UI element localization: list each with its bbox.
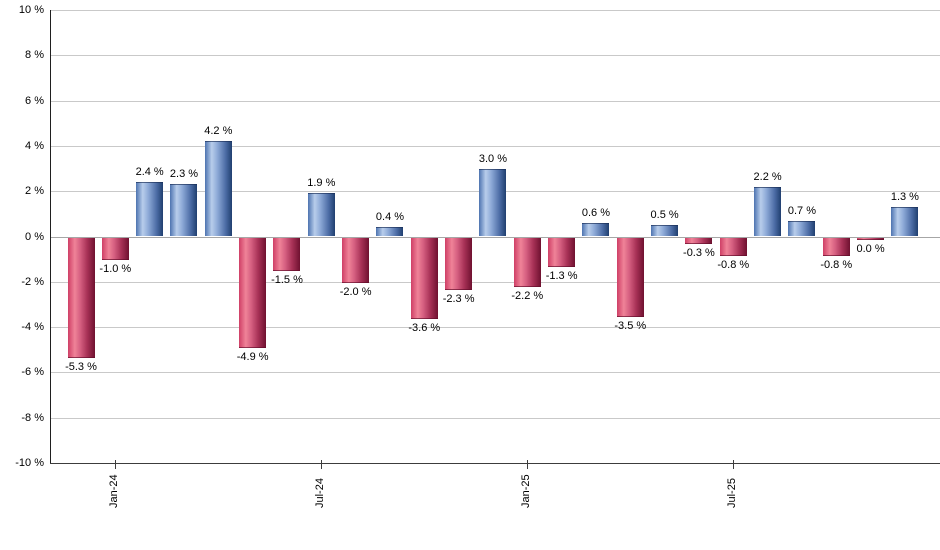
x-axis-tick (527, 460, 529, 469)
y-axis-tick-label: 0 % (25, 230, 44, 243)
bar-value-label: 1.3 % (890, 191, 919, 204)
bar-value-label: -0.8 % (820, 258, 853, 271)
x-axis-tick-label: Jan-25 (520, 474, 533, 508)
bar-6 (239, 237, 267, 349)
gridline (50, 372, 940, 374)
bar-value-label: -2.2 % (511, 290, 544, 303)
bar-value-label: -1.5 % (271, 274, 303, 287)
bar-value-label: -3.5 % (614, 319, 647, 332)
y-axis-tick-label: -4 % (21, 321, 44, 334)
gridline (50, 145, 940, 147)
bar-value-label: -2.3 % (442, 292, 475, 305)
y-axis-tick-label: 2 % (25, 185, 44, 198)
bar-value-label: 2.4 % (135, 166, 164, 179)
bar-7 (273, 237, 301, 272)
bar-value-label: 1.9 % (307, 177, 336, 190)
bar-value-label: 2.2 % (753, 170, 782, 183)
bar-value-label: 0.6 % (581, 206, 610, 219)
bar-18 (651, 225, 679, 237)
x-axis-tick (733, 460, 735, 469)
bar-value-label: 0.0 % (856, 242, 885, 255)
y-axis-tick-label: -2 % (21, 275, 44, 288)
bar-value-label: 2.3 % (169, 168, 199, 181)
y-axis-tick-label: -10 % (15, 457, 44, 469)
bar-value-label: -3.6 % (408, 322, 441, 335)
zero-gridline (50, 236, 940, 238)
x-axis-tick-label: Jul-25 (726, 478, 739, 508)
bar-value-label: -0.3 % (683, 247, 715, 260)
gridline (50, 417, 940, 419)
bar-19 (685, 237, 713, 245)
bar-value-label: -1.0 % (99, 263, 132, 276)
gridline (50, 10, 940, 11)
bar-value-label: -5.3 % (65, 360, 97, 373)
bar-10 (376, 227, 404, 237)
gridline (50, 100, 940, 102)
x-axis-tick-label: Jan-24 (108, 474, 121, 508)
bar-14 (513, 237, 541, 288)
bar-12 (445, 237, 473, 290)
bar-value-label: 3.0 % (478, 152, 508, 165)
bar-8 (307, 193, 335, 237)
y-axis-tick-label: 10 % (18, 4, 44, 16)
bar-23 (822, 237, 850, 256)
y-axis-tick-label: -8 % (21, 411, 44, 424)
bar-20 (719, 237, 747, 256)
x-axis-tick-label: Jul-24 (314, 478, 327, 508)
bar-24 (857, 237, 885, 240)
bar-25 (891, 207, 919, 237)
bar-11 (410, 237, 438, 320)
gridline (50, 281, 940, 283)
bar-value-label: -0.8 % (717, 258, 750, 271)
y-axis-line (50, 10, 51, 463)
bar-value-label: 0.7 % (787, 204, 816, 217)
bar-13 (479, 168, 507, 237)
bar-value-label: -1.3 % (545, 269, 578, 282)
bar-value-label: 0.4 % (375, 211, 405, 224)
bar-1 (67, 237, 95, 358)
x-axis-tick (321, 460, 323, 469)
bar-2 (101, 237, 129, 261)
bar-4 (170, 184, 198, 237)
bar-16 (582, 222, 610, 237)
bar-9 (342, 237, 370, 283)
bar-value-label: 0.5 % (650, 209, 679, 222)
bar-value-label: -2.0 % (339, 285, 372, 298)
bar-21 (754, 186, 782, 237)
bar-5 (204, 141, 232, 237)
gridline (50, 327, 940, 329)
bar-15 (548, 237, 576, 267)
gridline (50, 55, 940, 57)
bar-3 (136, 182, 164, 237)
x-axis-tick (115, 460, 117, 469)
y-axis-tick-label: 4 % (25, 139, 44, 152)
bar-value-label: 4.2 % (204, 125, 233, 138)
y-axis-tick-label: 6 % (25, 94, 44, 107)
bar-22 (788, 220, 816, 237)
y-axis-tick-label: -6 % (21, 366, 44, 379)
bar-value-label: -4.9 % (236, 351, 269, 364)
bar-17 (616, 237, 644, 317)
y-axis-tick-label: 8 % (25, 49, 44, 62)
x-axis-line (50, 463, 940, 464)
